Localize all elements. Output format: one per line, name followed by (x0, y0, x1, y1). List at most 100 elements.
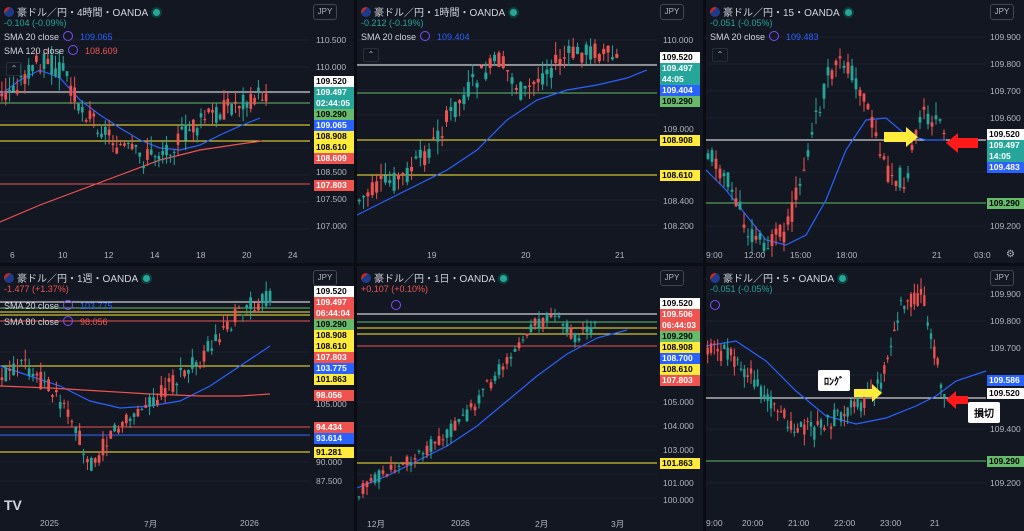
chart-panel-1h[interactable]: 豪ドル／円・1時間・OANDA -0.212 (-0.19%) SMA 20 c… (357, 0, 703, 263)
candle-body (823, 427, 826, 430)
currency-selector-15m[interactable]: JPY (990, 4, 1014, 20)
chart-canvas-1d[interactable] (357, 266, 703, 531)
indicator-settings-icon[interactable] (63, 31, 74, 41)
sma-legend-4h-1[interactable]: SMA 20 close 109.065 (4, 31, 113, 42)
currency-selector-1d[interactable]: JPY (660, 270, 684, 286)
candle-body (62, 402, 66, 404)
panel-title-1d: 豪ドル／円・1日・OANDA (361, 270, 508, 285)
candle-body (142, 165, 145, 169)
chart-panel-15m[interactable]: 豪ドル／円・15・OANDA -0.051 (-0.05%) SMA 20 cl… (706, 0, 1024, 263)
candle-body (513, 349, 517, 352)
candle-body (469, 403, 473, 408)
candle-body (211, 109, 214, 113)
candle-body (769, 396, 773, 409)
countdown-tag: 06:44:04 (314, 308, 354, 319)
candle-body (577, 338, 581, 341)
candle-body (370, 182, 374, 196)
candle-body (501, 56, 505, 69)
price-tag: 109.497 (660, 63, 700, 74)
sma-legend-15m[interactable]: SMA 20 close 109.483 (710, 31, 819, 42)
candle-body (207, 108, 210, 113)
chart-panel-4h[interactable]: 豪ドル／円・4時間・OANDA -0.104 (-0.09%) SMA 20 c… (0, 0, 354, 263)
chart-settings-icon[interactable]: ⚙ (1006, 249, 1015, 260)
chart-panel-5m[interactable]: 豪ドル／円・5・OANDA -0.051 (-0.05%) JPY 109.90… (706, 266, 1024, 531)
sma-legend-4h-2[interactable]: SMA 120 close 108.609 (4, 45, 118, 56)
sma-legend-1h[interactable]: SMA 20 close 109.404 (361, 31, 470, 42)
currency-selector-5m[interactable]: JPY (990, 270, 1014, 286)
candle-body (198, 365, 202, 368)
sma-legend-1d[interactable] (361, 300, 405, 311)
candle-body (152, 397, 155, 407)
chart-canvas-1h[interactable] (357, 0, 703, 263)
candle-body (894, 180, 898, 187)
indicator-settings-icon[interactable] (68, 45, 79, 55)
candle-body (16, 365, 19, 367)
candle-body (410, 166, 414, 172)
candle-body (793, 431, 796, 433)
candle-body (914, 130, 918, 136)
candle-body (373, 474, 377, 483)
candle-body (237, 105, 241, 109)
candle-body (449, 423, 453, 437)
candle-body (553, 315, 557, 317)
candle-body (379, 176, 383, 179)
collapse-legend-icon[interactable]: ⌃ (6, 62, 22, 76)
chart-panel-1d[interactable]: 豪ドル／円・1日・OANDA +0.107 (+0.10%) JPY 105.0… (357, 266, 703, 531)
candle-body (194, 362, 198, 366)
indicator-settings-icon[interactable] (769, 31, 780, 41)
candle-body (206, 341, 210, 352)
sma-legend-1w-2[interactable]: SMA 80 close 98.056 (4, 316, 108, 327)
candle-body (140, 408, 144, 410)
price-tag: 107.803 (314, 180, 354, 191)
indicator-settings-icon[interactable] (63, 300, 74, 310)
candle-body (501, 366, 505, 370)
candle-body (169, 154, 172, 156)
candle-body (124, 414, 128, 424)
sma-legend-5m[interactable] (710, 300, 724, 311)
chart-canvas-5m[interactable] (706, 266, 1024, 531)
currency-selector-1h[interactable]: JPY (660, 4, 684, 20)
sma-legend-1w-1[interactable]: SMA 20 close 103.775 (4, 300, 113, 311)
chart-canvas-1w[interactable] (0, 266, 354, 531)
candle-body (192, 119, 195, 133)
candle-body (529, 324, 533, 332)
indicator-settings-icon[interactable] (391, 300, 401, 310)
candle-body (31, 64, 34, 72)
candle-body (96, 132, 99, 134)
candle-body (822, 83, 826, 99)
candle-body (879, 382, 883, 389)
candle-body (849, 400, 853, 408)
candle-body (782, 231, 786, 243)
candle-body (896, 320, 899, 323)
candle-body (12, 363, 15, 376)
price-tag: 108.908 (314, 131, 354, 142)
chart-panel-1w[interactable]: 豪ドル／円・1週・OANDA -1.477 (+1.37%) SMA 20 cl… (0, 266, 354, 531)
candle-body (910, 144, 914, 150)
market-open-icon (153, 9, 161, 16)
candle-body (445, 429, 449, 438)
candle-body (709, 343, 713, 353)
candle-body (525, 333, 529, 336)
currency-selector-4h[interactable]: JPY (313, 4, 337, 20)
chart-canvas-4h[interactable] (0, 0, 354, 263)
candle-body (786, 426, 789, 429)
candle-body (405, 167, 409, 183)
indicator-settings-icon[interactable] (420, 31, 431, 41)
candle-body (414, 156, 418, 159)
candle-body (813, 426, 816, 440)
indicator-settings-icon[interactable] (63, 316, 74, 326)
indicator-settings-icon[interactable] (710, 300, 720, 310)
candle-body (846, 407, 849, 417)
candle-body (549, 67, 553, 78)
candle-body (138, 152, 142, 157)
price-tag: 101.863 (314, 374, 354, 385)
currency-selector-1w[interactable]: JPY (313, 270, 337, 286)
candle-body (117, 428, 120, 433)
candle-body (519, 82, 523, 100)
collapse-legend-icon[interactable]: ⌃ (363, 48, 379, 62)
price-tag: 108.908 (660, 135, 700, 146)
chart-canvas-15m[interactable] (706, 0, 1024, 263)
collapse-legend-icon[interactable]: ⌃ (712, 48, 728, 62)
candle-body (829, 426, 833, 429)
candle-body (157, 155, 161, 160)
